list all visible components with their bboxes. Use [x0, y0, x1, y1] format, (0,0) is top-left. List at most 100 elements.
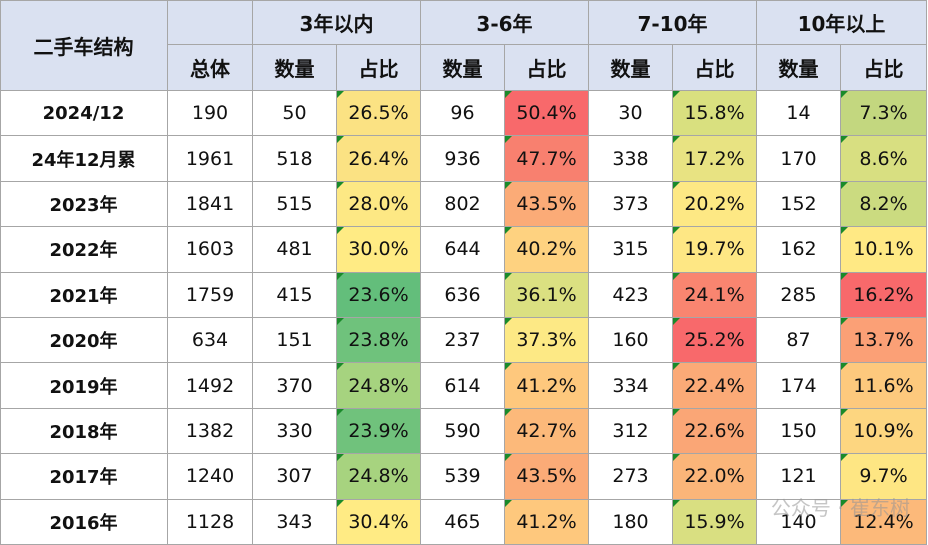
count-cell-text: 14 [786, 102, 811, 125]
cell-flag [337, 454, 344, 462]
share-cell: 26.5% [337, 91, 421, 137]
count-cell-text: 285 [780, 283, 817, 306]
row-label: 2020年 [0, 318, 168, 364]
count-cell-text: 518 [276, 147, 313, 170]
share-cell-text: 15.9% [684, 510, 745, 533]
share-cell: 23.6% [337, 272, 421, 318]
cell-flag [673, 227, 680, 235]
group-header-text: 3-6年 [476, 11, 533, 36]
total-cell-text: 634 [191, 329, 229, 352]
share-cell: 24.8% [337, 454, 421, 500]
row-label-text: 2018年 [49, 421, 118, 443]
row-label: 24年12月累 [0, 136, 168, 182]
cell-flag [337, 499, 344, 507]
cell-flag [505, 227, 512, 235]
corner-header: 二手车结构 [0, 0, 168, 91]
share-cell: 41.2% [505, 499, 589, 545]
cell-flag [673, 408, 680, 416]
share-cell-text: 23.6% [348, 283, 409, 306]
count-cell: 162 [757, 227, 841, 273]
count-cell: 121 [757, 454, 841, 500]
count-cell: 151 [253, 318, 337, 364]
share-cell-text: 30.0% [348, 238, 409, 261]
count-cell-text: 802 [444, 192, 481, 215]
count-cell-text: 315 [612, 238, 649, 261]
count-cell-text: 50 [282, 102, 307, 125]
count-cell-text: 87 [786, 329, 811, 352]
share-cell: 36.1% [505, 272, 589, 318]
count-cell-text: 96 [450, 102, 475, 125]
watermark: 公众号 · 崔东树 [770, 496, 910, 520]
share-cell-text: 24.1% [684, 283, 745, 306]
total-cell-text: 1382 [185, 419, 235, 442]
cell-flag [505, 318, 512, 325]
share-cell-text: 8.2% [859, 192, 908, 215]
total-cell-text: 1603 [185, 238, 235, 261]
row-label-text: 24年12月累 [31, 149, 136, 171]
count-cell-text: 343 [276, 510, 313, 533]
share-cell: 8.6% [841, 136, 927, 182]
share-cell-text: 20.2% [684, 192, 745, 215]
cell-flag [673, 499, 680, 507]
cell-flag [337, 227, 344, 235]
count-cell-text: 140 [780, 510, 817, 533]
group-header-text: 10年以上 [797, 11, 886, 36]
count-cell: 87 [757, 318, 841, 364]
cell-flag [505, 408, 512, 416]
count-header: 数量 [421, 45, 505, 91]
share-cell: 24.1% [673, 272, 757, 318]
total-cell: 1382 [168, 408, 253, 455]
share-cell-text: 17.2% [684, 147, 745, 170]
cell-flag [841, 136, 848, 144]
share-cell-text: 22.0% [684, 465, 745, 488]
cell-flag [673, 272, 680, 280]
share-cell: 8.2% [841, 181, 927, 228]
share-cell-text: 19.7% [684, 238, 745, 261]
count-cell-text: 180 [612, 510, 649, 533]
cell-flag [841, 499, 848, 507]
count-cell: 285 [757, 272, 841, 318]
share-cell-text: 26.5% [348, 102, 409, 125]
count-cell: 307 [253, 454, 337, 500]
total-cell: 1759 [168, 272, 253, 318]
total-cell-text: 1759 [185, 283, 235, 306]
share-cell: 41.2% [505, 363, 589, 409]
share-cell: 17.2% [673, 136, 757, 182]
group-header: 7-10年 [589, 0, 757, 45]
count-cell: 515 [253, 181, 337, 228]
count-cell: 150 [757, 408, 841, 455]
share-cell-text: 10.9% [853, 419, 914, 442]
row-label-text: 2024/12 [42, 102, 125, 124]
count-cell: 170 [757, 136, 841, 182]
cell-flag [841, 181, 848, 189]
count-cell: 539 [421, 454, 505, 500]
share-cell: 42.7% [505, 408, 589, 455]
share-cell-text: 13.7% [853, 329, 914, 352]
count-cell-text: 481 [276, 238, 313, 261]
cell-flag [505, 363, 512, 371]
count-cell-text: 370 [276, 374, 313, 397]
count-header-text: 数量 [610, 57, 651, 81]
count-cell: 315 [589, 227, 673, 273]
count-cell-text: 614 [444, 374, 481, 397]
share-cell: 20.2% [673, 181, 757, 228]
count-cell-text: 312 [612, 419, 649, 442]
count-cell: 465 [421, 499, 505, 545]
share-cell: 40.2% [505, 227, 589, 273]
share-cell-text: 37.3% [516, 329, 577, 352]
share-cell: 7.3% [841, 91, 927, 137]
cell-flag [505, 499, 512, 507]
count-cell: 152 [757, 181, 841, 228]
share-header-text: 占比 [694, 57, 735, 81]
count-cell: 370 [253, 363, 337, 409]
cell-flag [337, 272, 344, 280]
total-cell: 190 [168, 91, 253, 137]
cell-flag [673, 91, 680, 98]
count-cell-text: 338 [612, 147, 649, 170]
share-cell-text: 8.6% [859, 147, 908, 170]
count-cell-text: 373 [612, 192, 649, 215]
cell-flag [337, 363, 344, 371]
total-cell-text: 1128 [185, 510, 235, 533]
share-cell: 43.5% [505, 454, 589, 500]
